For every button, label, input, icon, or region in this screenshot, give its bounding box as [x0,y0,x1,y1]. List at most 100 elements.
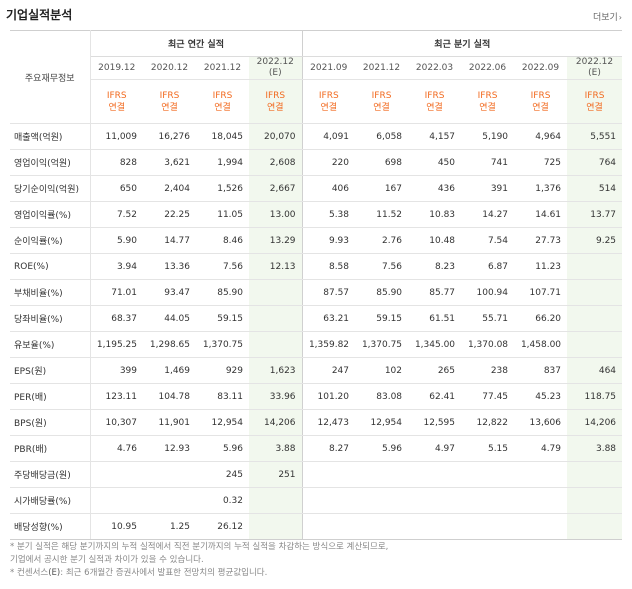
table-cell: 20,070 [249,123,303,150]
ifrs-label: IFRS [212,90,233,101]
table-cell: 118.75 [567,383,623,410]
table-cell: 107.71 [514,279,568,306]
period-header: 2021.12 [196,56,249,80]
row-label: ROE(%) [10,253,91,280]
table-cell: 11.23 [514,253,568,280]
footnote-prefix: * 컨센서스 [10,568,49,578]
table-cell: 2,667 [249,175,303,202]
row-label: EPS(원) [10,357,91,384]
period-header: 2022.12 (E) [567,56,623,80]
section-title: 기업실적분석 [6,8,73,22]
footnote-line: * 분기 실적은 해당 분기까지의 누적 실적에서 직전 분기까지의 누적 실적… [10,542,389,552]
table-cell [302,513,356,540]
table-cell: 13.00 [249,201,303,228]
table-cell: 12,822 [461,409,515,436]
table-cell: 6.87 [461,253,515,280]
table-cell: 68.37 [90,305,143,332]
table-cell [514,461,568,488]
table-row: 부채비율(%) 71.01 93.47 85.90 87.57 85.90 85.77 100… [10,279,623,306]
period-header: 2020.12 [143,56,196,80]
table-cell [408,487,462,514]
consolidated-label: 연결 [266,102,284,113]
row-label: 배당성향(%) [10,513,91,540]
table-cell: 10.48 [408,227,462,254]
table-cell: 245 [196,461,249,488]
table-cell [567,461,623,488]
table-cell: 100.94 [461,279,515,306]
table-row: 유보율(%) 1,195.25 1,298.65 1,370.75 1,359.82 1,… [10,331,623,358]
table-cell: 85.90 [196,279,249,306]
table-cell: 8.46 [196,227,249,254]
table-cell: 828 [90,149,143,176]
table-row: 시가배당률(%) 0.32 [10,487,623,514]
ifrs-header-row: IFRS 연결 IFRS 연결 IFRS 연결 IFRS 연결 IFRS 연결 IFRS 연결 IFRS… [10,79,623,124]
table-cell: 7.56 [355,253,409,280]
table-cell: 44.05 [143,305,196,332]
period-header: 2021.12 [355,56,409,80]
table-cell: 450 [408,149,462,176]
consolidated-label: 연결 [426,102,443,113]
table-cell: 71.01 [90,279,143,306]
table-cell: 5.96 [196,435,249,462]
table-cell [567,487,623,514]
table-cell [461,513,515,540]
table-row: ROE(%) 3.94 13.36 7.56 12.13 8.58 7.56 8.23 6.87… [10,253,623,280]
table-cell: 3,621 [143,149,196,176]
table-cell: 1,359.82 [302,331,356,358]
annual-group-header: 최근 연간 실적 [90,30,303,57]
table-cell: 220 [302,149,356,176]
period-header: 2022.06 [461,56,515,80]
table-cell [249,305,303,332]
table-cell: 26.12 [196,513,249,540]
footnote-suffix: : 최근 6개월간 증권사에서 발표한 전망치의 평균값입니다. [60,568,268,578]
table-cell [567,305,623,332]
table-cell: 4.79 [514,435,568,462]
table-cell: 5,190 [461,123,515,150]
period-label: 2022.09 [521,63,560,73]
table-row: BPS(원) 10,307 11,901 12,954 14,206 12,473 12,9… [10,409,623,436]
table-cell: 4,964 [514,123,568,150]
table-cell: 12,954 [196,409,249,436]
table-cell: 123.11 [90,383,143,410]
table-cell: 764 [567,149,623,176]
more-link[interactable]: 더보기› [593,10,622,23]
period-label: 2020.12 [150,63,189,73]
table-cell: 5,551 [567,123,623,150]
table-cell: 63.21 [302,305,356,332]
table-cell: 1,469 [143,357,196,384]
table-cell: 66.20 [514,305,568,332]
ifrs-label: IFRS [530,90,551,101]
table-cell: 10.95 [90,513,143,540]
row-label: PBR(배) [10,435,91,462]
table-cell: 93.47 [143,279,196,306]
table-cell: 1,370.75 [355,331,409,358]
table-cell: 11,901 [143,409,196,436]
table-cell: 399 [90,357,143,384]
table-cell: 33.96 [249,383,303,410]
table-row: 순이익률(%) 5.90 14.77 8.46 13.29 9.93 2.76 10.48 7.… [10,227,623,254]
table-cell [249,331,303,358]
ifrs-label: IFRS [477,90,498,101]
table-cell: 391 [461,175,515,202]
estimate-mark: (E) [588,68,601,78]
table-cell: 1,376 [514,175,568,202]
table-cell: 8.27 [302,435,356,462]
ifrs-badge: IFRS 연결 [408,79,462,124]
table-cell [249,487,303,514]
table-cell [567,331,623,358]
table-cell: 9.25 [567,227,623,254]
table-cell: 1,195.25 [90,331,143,358]
table-cell: 650 [90,175,143,202]
table-cell: 2,608 [249,149,303,176]
period-label: 2022.03 [415,63,454,73]
table-cell: 406 [302,175,356,202]
table-cell: 85.90 [355,279,409,306]
table-cell: 725 [514,149,568,176]
table-cell [461,487,515,514]
table-cell: 11.52 [355,201,409,228]
table-cell: 13.36 [143,253,196,280]
table-cell: 4,091 [302,123,356,150]
table-cell: 22.25 [143,201,196,228]
table-cell: 77.45 [461,383,515,410]
ifrs-label: IFRS [106,90,127,101]
